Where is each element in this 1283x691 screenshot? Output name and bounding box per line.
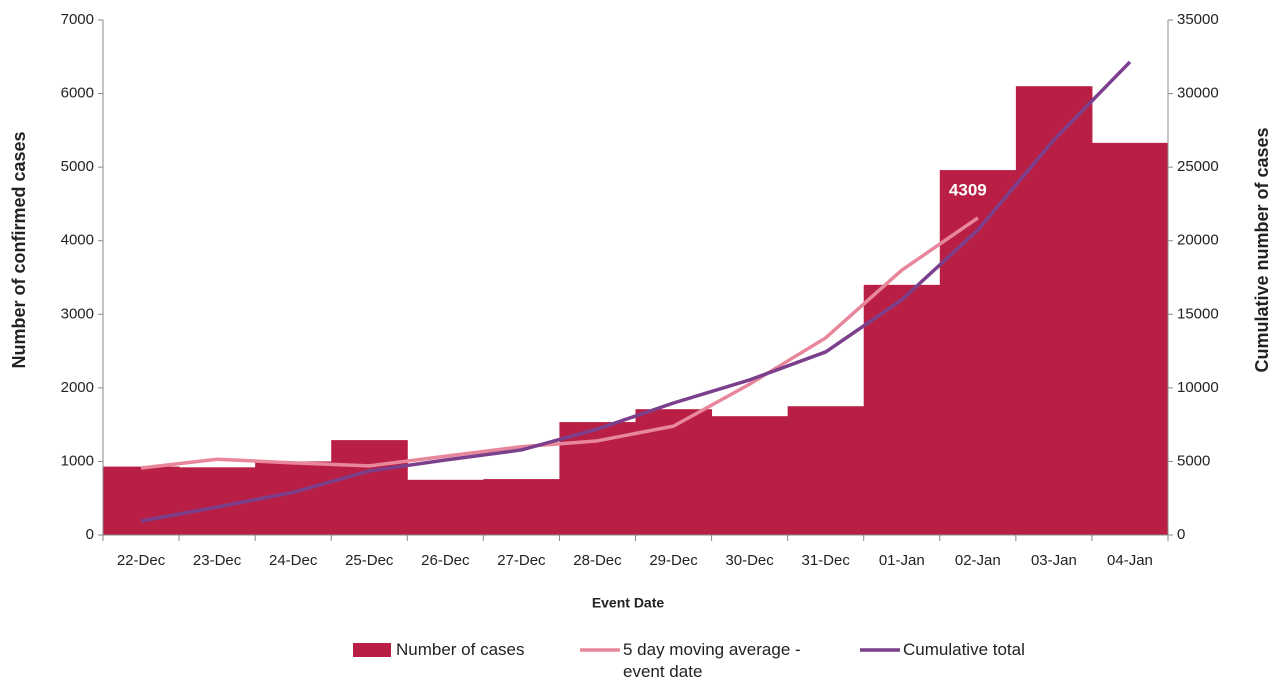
bar [331,440,408,535]
y-tick-label: 3000 [61,305,94,322]
line [140,60,1132,523]
y2-tick-label: 30000 [1177,85,1219,102]
bar [407,479,484,535]
bar [635,409,713,535]
x-tick-label: 28-Dec [573,552,622,569]
legend-label: Cumulative total [903,640,1025,659]
legend-swatch [353,643,391,657]
x-tick-label: 22-Dec [117,552,166,569]
bar [1015,86,1093,535]
bar [711,416,789,535]
y-tick-label: 7000 [61,11,94,28]
legend-item: Number of cases [396,640,525,659]
line [140,216,979,470]
x-tick-label: 30-Dec [725,552,774,569]
x-tick-label: 23-Dec [193,552,242,569]
legend-label: Number of cases [396,640,525,659]
y-axis-label: Number of confirmed cases [9,131,29,368]
y2-tick-label: 25000 [1177,158,1219,175]
x-tick-label: 01-Jan [879,552,925,569]
x-tick-label: 29-Dec [649,552,698,569]
bars [103,86,1169,536]
bar [787,406,865,535]
x-tick-label: 04-Jan [1107,552,1153,569]
y-tick-label: 2000 [61,379,94,396]
bar [863,284,941,535]
y-tick-label: 1000 [61,452,94,469]
bar [1091,142,1169,535]
x-tick-label: 24-Dec [269,552,318,569]
y2-tick-label: 20000 [1177,232,1219,249]
x-tick-label: 25-Dec [345,552,394,569]
y2-tick-label: 5000 [1177,452,1210,469]
legend-item: 5 day moving average - event date [623,640,801,681]
y-tick-label: 4000 [61,232,94,249]
legend-item: Cumulative total [903,640,1025,659]
y2-tick-label: 0 [1177,526,1185,543]
y2-axis-label: Cumulative number of cases [1252,127,1272,372]
x-tick-label: 31-Dec [801,552,850,569]
y2-tick-label: 15000 [1177,305,1219,322]
bar [483,479,560,535]
bar [103,466,180,535]
y2-tick-label: 10000 [1177,379,1219,396]
lines [140,60,1132,523]
x-axis-label: Event Date [592,595,665,611]
legend-label: 5 day moving average - event date [623,640,801,681]
y-tick-label: 0 [86,526,94,543]
y-tick-label: 5000 [61,158,94,175]
x-tick-label: 03-Jan [1031,552,1077,569]
y2-tick-label: 35000 [1177,11,1219,28]
y-tick-label: 6000 [61,85,94,102]
x-tick-label: 27-Dec [497,552,546,569]
data-label: 4309 [949,180,987,199]
x-tick-label: 26-Dec [421,552,470,569]
bar [939,170,1017,536]
x-tick-label: 02-Jan [955,552,1001,569]
